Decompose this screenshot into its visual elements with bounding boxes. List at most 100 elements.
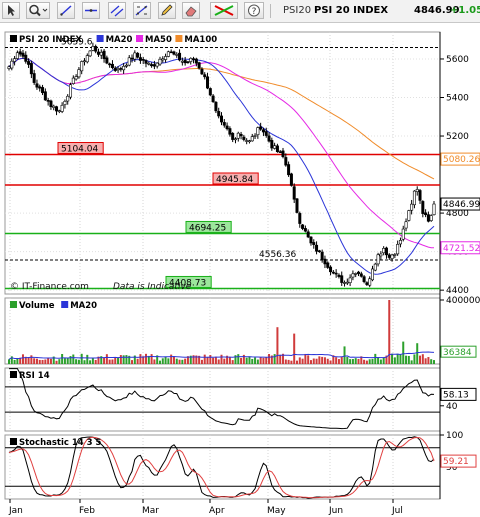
price-y-tick-label-4800: 4800 <box>446 209 469 219</box>
volume-bar-74 <box>214 356 217 364</box>
candle-body-1 <box>10 60 14 69</box>
candle-1 <box>10 58 14 71</box>
volume-bar-78 <box>226 355 229 364</box>
eraser-icon[interactable] <box>182 2 200 19</box>
candle-body-98 <box>281 150 285 158</box>
volume-bar-23 <box>72 354 75 364</box>
pointer-icon[interactable] <box>2 2 20 19</box>
candle-body-63 <box>183 60 187 64</box>
volume-bar-11 <box>38 359 41 364</box>
help-icon[interactable]: ? <box>244 2 264 19</box>
candle-body-40 <box>119 68 123 70</box>
candle-body-9 <box>32 73 36 83</box>
volume-bar-10 <box>35 358 38 364</box>
candle-41 <box>122 63 126 74</box>
volume-bar-59 <box>172 356 175 364</box>
volume-bar-50 <box>147 355 150 364</box>
trendline-icon[interactable] <box>57 2 75 19</box>
volume-bar-98 <box>282 353 285 364</box>
candle-body-147 <box>418 190 422 201</box>
candle-body-53 <box>155 62 159 67</box>
price-change: +1.05% <box>450 5 480 16</box>
volume-bar-132 <box>377 357 380 364</box>
candle-81 <box>233 137 237 144</box>
candle-151 <box>429 214 433 222</box>
candle-29 <box>88 50 92 58</box>
volume-bar-61 <box>178 359 181 364</box>
level-label-box-4694.25 <box>185 220 232 233</box>
candle-62 <box>180 57 184 66</box>
candle-body-99 <box>284 157 288 166</box>
volume-bar-90 <box>259 357 262 364</box>
candle-body-135 <box>384 247 388 256</box>
candle-body-31 <box>94 46 98 52</box>
candle-20 <box>63 99 67 109</box>
volume-bar-96 <box>276 327 279 364</box>
candle-body-26 <box>80 61 84 72</box>
chart-canvas[interactable]: JanFebMarAprMayJunJul5600540052004800460… <box>0 22 480 517</box>
candle-body-82 <box>236 132 240 139</box>
volume-bar-135 <box>385 355 388 364</box>
volume-bar-48 <box>142 356 145 364</box>
candle-body-73 <box>211 95 215 103</box>
volume-bar-99 <box>284 359 287 364</box>
candle-71 <box>206 72 210 90</box>
candle-25 <box>77 67 81 79</box>
candle-122 <box>348 274 352 287</box>
volume-bar-131 <box>374 353 377 364</box>
volume-bar-81 <box>234 355 237 364</box>
volume-bar-122 <box>349 359 352 364</box>
candle-body-37 <box>110 63 114 68</box>
candle-128 <box>365 281 369 286</box>
fibonacci-icon[interactable] <box>133 2 151 19</box>
candle-33 <box>99 49 103 60</box>
candle-102 <box>292 183 296 204</box>
volume-bar-63 <box>184 358 187 364</box>
candle-116 <box>331 270 335 275</box>
candle-57 <box>166 50 170 58</box>
candle-118 <box>337 273 341 279</box>
candle-body-152 <box>432 203 436 216</box>
stochastic-legend-swatch-0 <box>10 438 17 445</box>
candle-body-140 <box>398 240 402 245</box>
signal-icon[interactable] <box>210 2 238 19</box>
candle-3 <box>15 50 19 60</box>
x-tick-label-feb: Feb <box>79 506 95 516</box>
volume-y-tick-label: 400000 <box>446 296 480 306</box>
volume-bar-6 <box>24 356 27 364</box>
candle-body-78 <box>225 125 229 130</box>
candle-body-125 <box>357 271 361 274</box>
candle-83 <box>239 131 243 140</box>
candle-80 <box>231 132 235 143</box>
candle-11 <box>38 84 42 92</box>
volume-last-box <box>440 345 477 358</box>
volume-bar-94 <box>270 355 273 364</box>
candle-body-105 <box>301 224 305 229</box>
candle-body-86 <box>247 140 251 143</box>
zoom-icon[interactable] <box>26 2 50 19</box>
ma50-value-label: 4721.52 <box>443 244 480 254</box>
horizontal-line-icon[interactable] <box>82 2 100 19</box>
channel-icon[interactable] <box>108 2 126 19</box>
candle-body-87 <box>250 136 254 142</box>
volume-bar-46 <box>136 358 139 364</box>
volume-bar-100 <box>287 359 290 364</box>
volume-bar-87 <box>251 358 254 364</box>
volume-bars <box>8 300 435 364</box>
pencil-icon[interactable] <box>158 2 176 19</box>
x-tick-label-jul: Jul <box>391 506 403 516</box>
candle-148 <box>421 200 425 218</box>
candle-97 <box>278 150 282 153</box>
volume-bar-102 <box>293 333 296 364</box>
volume-bar-39 <box>117 357 120 364</box>
stochastic-y-tick-label-100: 100 <box>446 431 463 441</box>
candle-body-115 <box>329 266 333 273</box>
candle-21 <box>66 94 70 105</box>
volume-ma20-line <box>8 351 435 360</box>
volume-bar-75 <box>217 359 220 364</box>
candle-body-0 <box>7 66 11 69</box>
candle-141 <box>401 225 405 242</box>
candle-63 <box>183 56 187 66</box>
candle-13 <box>43 88 47 101</box>
volume-bar-18 <box>58 359 61 364</box>
